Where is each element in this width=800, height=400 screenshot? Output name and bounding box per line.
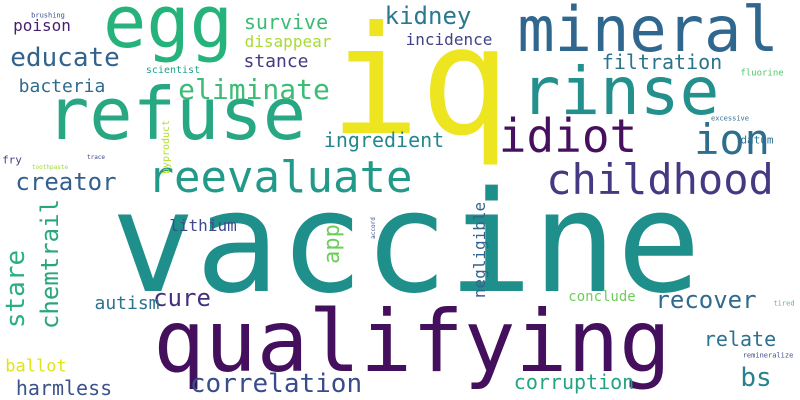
word-childhood: childhood [546,155,774,204]
word-accord: accord [370,217,377,239]
word-byproduct: byproduct [161,119,172,175]
word-autism: autism [94,293,160,314]
word-idiot: idiot [498,109,638,163]
word-kidney: kidney [384,2,472,30]
word-correlation: correlation [189,369,363,399]
word-stance: stance [243,51,309,72]
word-ion: ion [694,115,770,164]
word-egg: egg [102,0,234,64]
word-refuse: refuse [45,72,307,156]
word-cure: cure [153,284,211,312]
word-toothpaste: toothpaste [31,164,69,171]
word-qualifying: qualifying [153,292,671,392]
word-relate: relate [703,327,777,351]
word-ingredient: ingredient [323,128,445,152]
word-recover: recover [655,286,757,314]
word-fry: fry [2,153,22,167]
word-chemtrail: chemtrail [36,198,64,330]
word-disappear: disappear [244,32,332,51]
word-remineralize: remineralize [742,351,794,360]
word-app: app [320,224,345,264]
word-ballot: ballot [5,356,67,377]
word-vaccine: vaccine [110,162,702,325]
word-excessive: excessive [711,114,749,123]
word-educate: educate [10,43,120,73]
word-reevaluate: reevaluate [147,152,413,203]
word-eliminate: eliminate [178,73,330,106]
word-bs: bs [740,363,772,393]
word-negligible: negligible [470,201,489,299]
word-brushing: brushing [31,11,65,20]
word-trace: trace [86,154,106,161]
word-survive: survive [243,10,329,34]
word-incidence: incidence [405,30,493,49]
word-filtration: filtration [601,50,723,74]
word-rinse: rinse [520,53,720,130]
word-tired: tired [773,299,795,308]
word-lithium: lithium [169,216,237,235]
word-corruption: corruption [513,370,635,394]
word-fluorine: fluorine [740,68,784,79]
word-conclude: conclude [568,289,636,305]
word-scientist: scientist [145,65,201,76]
word-stare: stare [1,249,31,329]
word-mineral: mineral [517,0,779,66]
word-bacteria: bacteria [18,76,106,97]
word-poison: poison [13,16,71,35]
word-harmless: harmless [15,376,113,400]
word-iq: iq [329,0,511,169]
word-datum: datum [740,133,774,147]
word-creator: creator [15,168,117,196]
